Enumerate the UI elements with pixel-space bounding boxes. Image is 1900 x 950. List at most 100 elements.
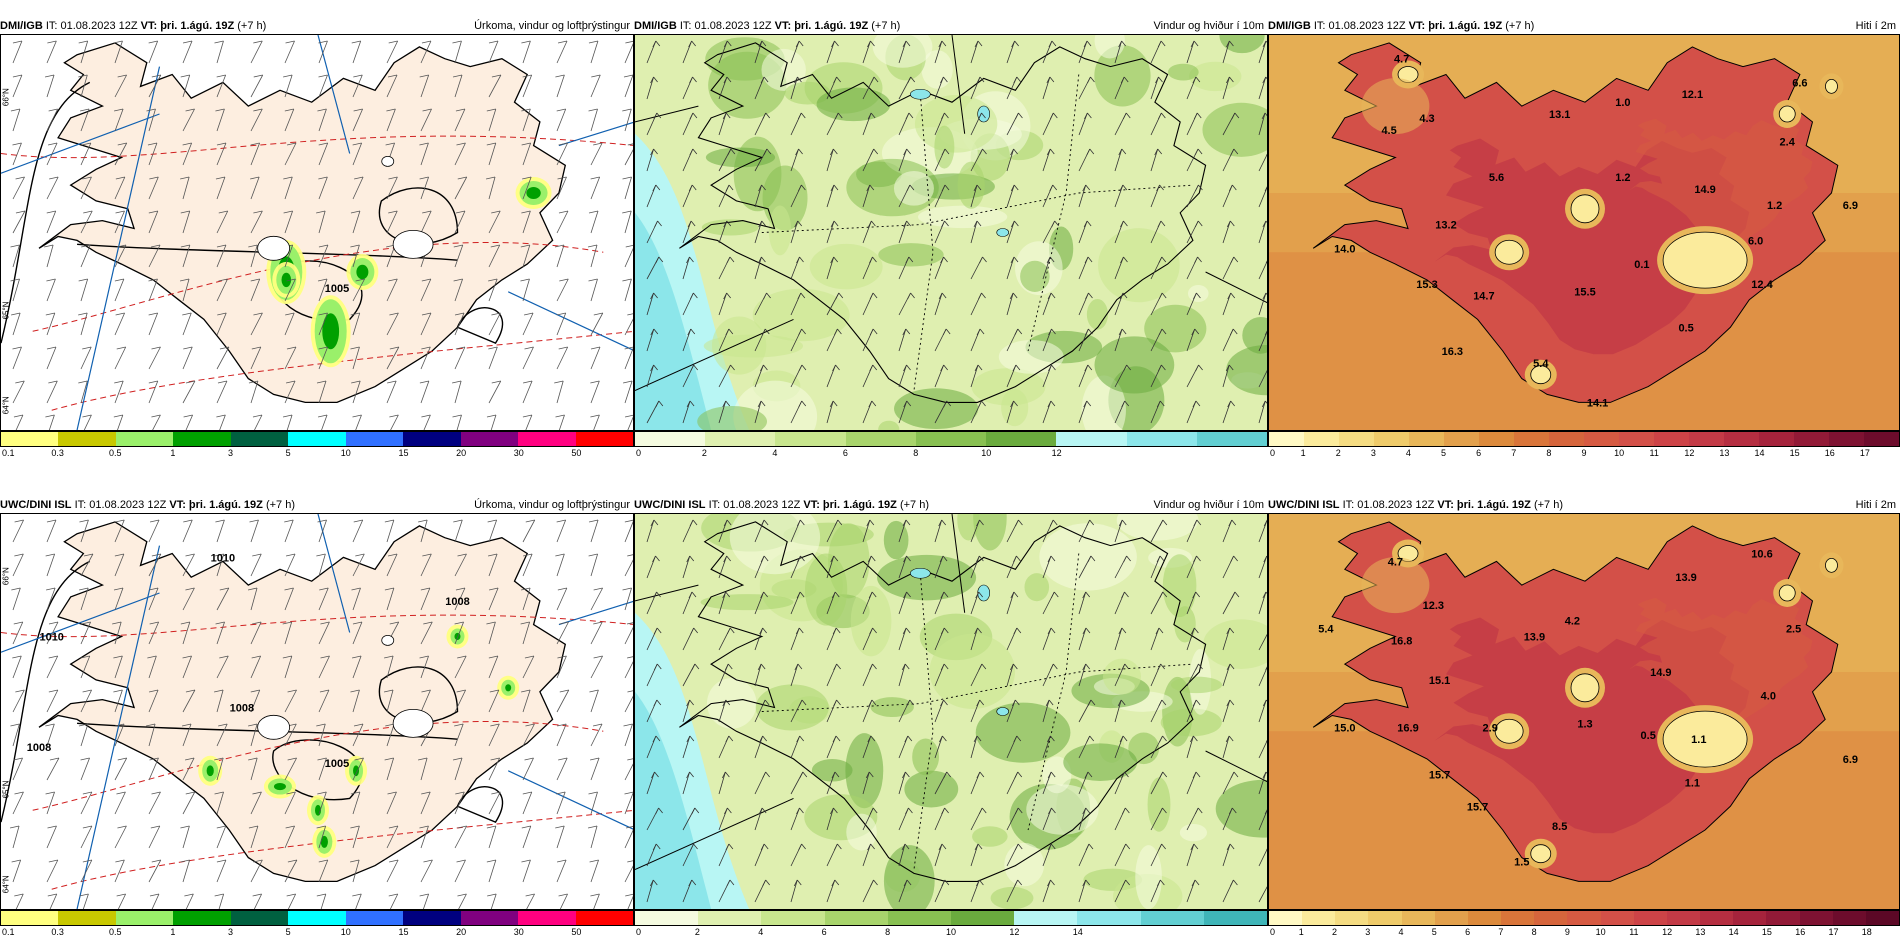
- colorbar-tick-label: 3: [1370, 448, 1376, 458]
- colorbar-tick-label: 14: [1072, 927, 1083, 937]
- map-frame[interactable]: 4.7 4.3 4.5 13.1 1.0 12.1 6.6 2.4 5.6 1.2 14.9 1.2 6…: [1268, 34, 1900, 431]
- colorbar-swatch: [1339, 432, 1374, 446]
- colorbar-tick-label: 8: [913, 448, 919, 458]
- colorbar-swatches: [0, 910, 634, 926]
- colorbar-tick-label: 3: [228, 927, 234, 937]
- colorbar-ticks: 0 1 2 3 4 5 6 7 8 9 10 11 12 13 14 15 16 17 18: [1268, 926, 1900, 938]
- init-time: IT: 01.08.2023 12Z: [74, 499, 167, 511]
- colorbar-tick-label: 13: [1719, 448, 1730, 458]
- colorbar-swatch: [1444, 432, 1479, 446]
- model-source: DMI/IGB: [0, 20, 43, 32]
- value-label: 15.0: [1334, 722, 1355, 734]
- colorbar-tick-label: 14: [1754, 448, 1765, 458]
- colorbar-tick-label: 3: [1365, 927, 1371, 937]
- colorbar-tick-label: 15: [398, 927, 409, 937]
- panel-title: Úrkoma, vindur og loftþrýstingur: [474, 20, 630, 32]
- colorbar-tick-label: 0.1: [2, 448, 15, 458]
- colorbar-tick-label: 15: [1761, 927, 1772, 937]
- precip-cell: [320, 835, 328, 848]
- glaciers: [257, 635, 434, 740]
- iceland-landmass: [38, 521, 567, 883]
- map-canvas: 4.7 10.6 12.3 13.9 5.4 16.8 13.9 4.2 2.5 15.1 14.9…: [1269, 514, 1899, 909]
- colorbar-swatch: [518, 432, 576, 446]
- value-label: 1010: [211, 552, 235, 564]
- colorbar-swatch: [1269, 432, 1304, 446]
- colorbar-swatch: [845, 432, 916, 446]
- colorbar-swatch: [575, 911, 633, 925]
- value-label: 4.7: [1388, 556, 1403, 568]
- colorbar-tick-label: 14: [1728, 927, 1739, 937]
- value-label: 4.5: [1381, 125, 1396, 137]
- colorbar-swatch: [1759, 432, 1794, 446]
- map-frame[interactable]: 1005 1008 1008 1010 1010 1008 66°N 65°N 64°N: [0, 513, 634, 910]
- map-frame[interactable]: [634, 34, 1268, 431]
- colorbar-swatch: [173, 911, 231, 925]
- colorbar-swatch: [1619, 432, 1654, 446]
- colorbar-tick-label: 0.1: [2, 927, 15, 937]
- colorbar-swatch: [915, 432, 987, 446]
- colorbar-swatch: [1014, 911, 1078, 925]
- latitude-label: 66°N: [2, 567, 11, 585]
- value-label: 16.3: [1442, 346, 1463, 358]
- value-label: 1008: [230, 703, 254, 715]
- colorbar-tick-label: 10: [945, 927, 957, 937]
- wind-vectors: [9, 519, 633, 909]
- colorbar-tick-label: 10: [340, 448, 351, 458]
- colorbar: 0.1 0.3 0.5 1 3 5 10 15 20 30 50: [0, 910, 634, 938]
- colorbar-swatch: [698, 911, 762, 925]
- colorbar-tick-label: 17: [1859, 448, 1870, 458]
- precip-cell: [526, 187, 541, 199]
- value-label: 1005: [325, 283, 349, 295]
- precip-cell: [322, 313, 340, 350]
- colorbar-swatch: [575, 432, 633, 446]
- colorbar-swatch: [1335, 911, 1369, 925]
- colorbar-swatch: [1733, 911, 1767, 925]
- value-label: 5.4: [1318, 624, 1334, 636]
- model-source: UWC/DINI ISL: [1268, 499, 1340, 511]
- longitude-lines: [1, 35, 633, 430]
- map-canvas: 1005 66°N 65°N 64°N: [1, 35, 633, 430]
- colorbar-tick-label: 8: [885, 927, 891, 937]
- colorbar-tick-label: 5: [285, 927, 291, 937]
- colorbar-swatch: [951, 911, 1015, 925]
- map-frame[interactable]: 4.7 10.6 12.3 13.9 5.4 16.8 13.9 4.2 2.5 15.1 14.9…: [1268, 513, 1900, 910]
- colorbar-swatch: [1724, 432, 1759, 446]
- colorbar-tick-label: 8: [1531, 927, 1537, 937]
- colorbar-tick-label: 6: [821, 927, 827, 937]
- colorbar-swatch: [1374, 432, 1409, 446]
- precip-cell: [356, 264, 369, 280]
- longitude-lines: [1, 514, 633, 909]
- colorbar-swatch: [1654, 432, 1689, 446]
- colorbar-tick-label: 1: [170, 448, 176, 458]
- map-canvas: 1005 1008 1008 1010 1010 1008 66°N 65°N 64°N: [1, 514, 633, 909]
- colorbar-tick-label: 7: [1511, 448, 1517, 458]
- colorbar-swatch: [1056, 432, 1127, 446]
- lead-time: (+7 h): [1505, 20, 1535, 32]
- colorbar-tick-label: 20: [456, 927, 467, 937]
- value-label: 1.5: [1514, 857, 1529, 869]
- colorbar-tick-label: 5: [1441, 448, 1447, 458]
- valid-time: VT: þri. 1.ágú. 19Z: [1437, 499, 1531, 511]
- colorbar-swatch: [1140, 911, 1204, 925]
- latitude-label: 66°N: [2, 88, 11, 106]
- value-label: 16.8: [1391, 635, 1412, 647]
- colorbar-swatch: [1196, 432, 1267, 446]
- colorbar-swatch: [635, 911, 699, 925]
- map-canvas: [635, 35, 1267, 430]
- colorbar-swatch: [288, 432, 346, 446]
- wind-vectors: [646, 40, 1267, 424]
- colorbar-tick-label: 0.5: [109, 927, 122, 937]
- colorbar-swatch: [403, 911, 461, 925]
- latitude-label: 65°N: [2, 301, 11, 319]
- colorbar-tick-label: 13: [1695, 927, 1706, 937]
- colorbar-swatch: [1409, 432, 1444, 446]
- colorbar-tick-label: 9: [1564, 927, 1570, 937]
- init-time: IT: 01.08.2023 12Z: [1342, 499, 1435, 511]
- colorbar-tick-label: 10: [340, 927, 351, 937]
- map-frame[interactable]: 1005 66°N 65°N 64°N: [0, 34, 634, 431]
- map-canvas: 4.7 4.3 4.5 13.1 1.0 12.1 6.6 2.4 5.6 1.2 14.9 1.2 6…: [1269, 35, 1899, 430]
- panel-header: UWC/DINI ISL IT: 01.08.2023 12Z VT: þri.…: [634, 497, 1268, 513]
- colorbar-swatch: [173, 432, 231, 446]
- colorbar-tick-label: 7: [1498, 927, 1504, 937]
- map-frame[interactable]: [634, 513, 1268, 910]
